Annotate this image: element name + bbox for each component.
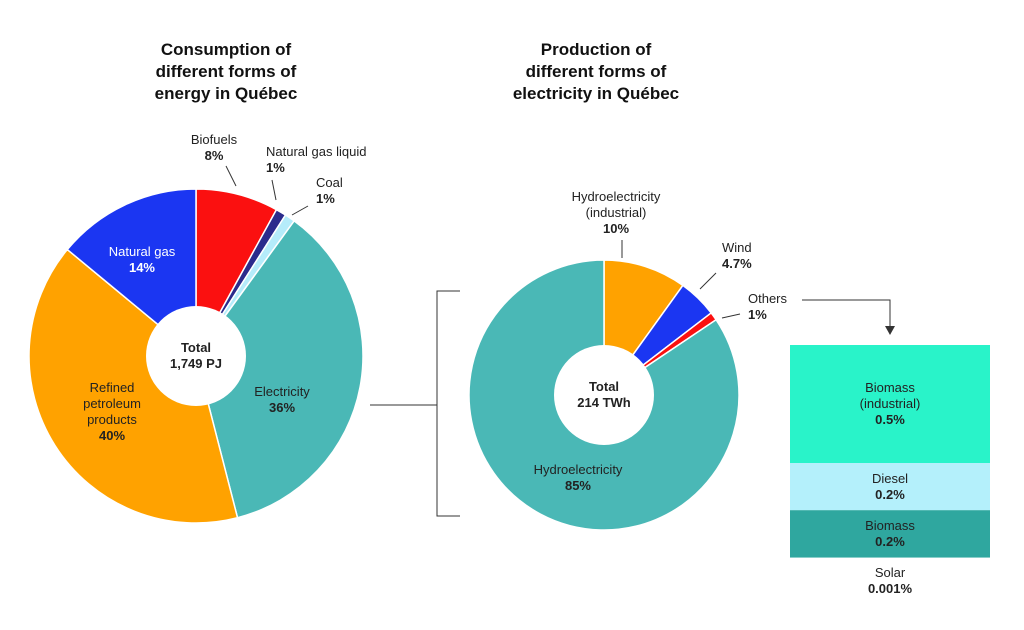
- slice-label: Natural gas liquid 1%: [266, 144, 366, 176]
- category-label: Biomass (industrial): [859, 380, 921, 411]
- slice-label: Biofuels 8%: [191, 132, 237, 164]
- center-label: Total: [588, 379, 620, 394]
- slice-label: Coal 1%: [316, 175, 343, 207]
- bar-segment: [790, 510, 990, 558]
- category-label: Others: [748, 291, 788, 306]
- category-label: Natural gas liquid: [266, 144, 367, 159]
- center-label: 214 TWh: [577, 395, 631, 410]
- leader-line: [291, 205, 309, 216]
- value-label: 36%: [268, 400, 296, 415]
- category-label: Biofuels: [190, 132, 238, 147]
- slice-label: Electricity 36%: [254, 384, 310, 416]
- bar-segment: [790, 463, 990, 511]
- value-label: 0.2%: [875, 486, 905, 502]
- slice-label: Hydroelectricity (industrial) 10%: [561, 189, 671, 237]
- center-label: 1,749 PJ: [169, 356, 223, 371]
- category-label: Hydroelectricity (industrial): [571, 189, 661, 220]
- chart-title: Consumption of different forms of energy…: [154, 40, 298, 103]
- chart-title: Production of different forms of electri…: [512, 40, 680, 103]
- slice-label: Hydroelectricity 85%: [534, 462, 623, 494]
- leader-line: [721, 313, 741, 319]
- arrow-head: [885, 326, 895, 335]
- leader-line: [271, 179, 277, 201]
- value-label: 1%: [316, 191, 335, 206]
- pie-slice: [195, 219, 364, 519]
- leader-line: [699, 272, 717, 290]
- category-label: Hydroelectricity: [533, 462, 623, 477]
- category-label: Electricity: [254, 384, 310, 399]
- value-label: 0.001%: [867, 581, 913, 597]
- category-label: Wind: [722, 240, 752, 255]
- slice-label: Natural gas 14%: [109, 244, 175, 276]
- value-label: 0.2%: [875, 533, 905, 549]
- donut-hole: [146, 306, 246, 406]
- value-label: 40%: [98, 428, 126, 443]
- center-label: Total: [180, 340, 212, 355]
- category-label: Diesel: [871, 470, 909, 486]
- category-label: Biomass: [865, 517, 915, 533]
- category-label: Solar: [874, 565, 906, 581]
- value-label: 85%: [564, 478, 592, 493]
- bracket: [370, 290, 460, 517]
- category-label: Coal: [316, 175, 343, 190]
- value-label: 10%: [602, 221, 630, 236]
- category-label: Natural gas: [108, 244, 176, 259]
- donut-hole: [554, 345, 654, 445]
- slice-label: Wind 4.7%: [722, 240, 752, 272]
- value-label: 8%: [204, 148, 224, 163]
- value-label: 1%: [266, 160, 285, 175]
- bar-segment: [790, 345, 990, 463]
- pie-slice: [66, 188, 197, 358]
- value-label: 0.5%: [875, 412, 905, 427]
- pie-slice: [28, 248, 239, 524]
- value-label: 14%: [128, 260, 156, 275]
- value-label: 1%: [748, 307, 767, 322]
- slice-label: Refined petroleum products 40%: [72, 380, 152, 444]
- value-label: 4.7%: [722, 256, 752, 271]
- arrow: [802, 299, 891, 328]
- category-label: Refined petroleum products: [83, 380, 141, 427]
- slice-label: Others 1%: [748, 291, 787, 323]
- leader-line: [225, 165, 237, 187]
